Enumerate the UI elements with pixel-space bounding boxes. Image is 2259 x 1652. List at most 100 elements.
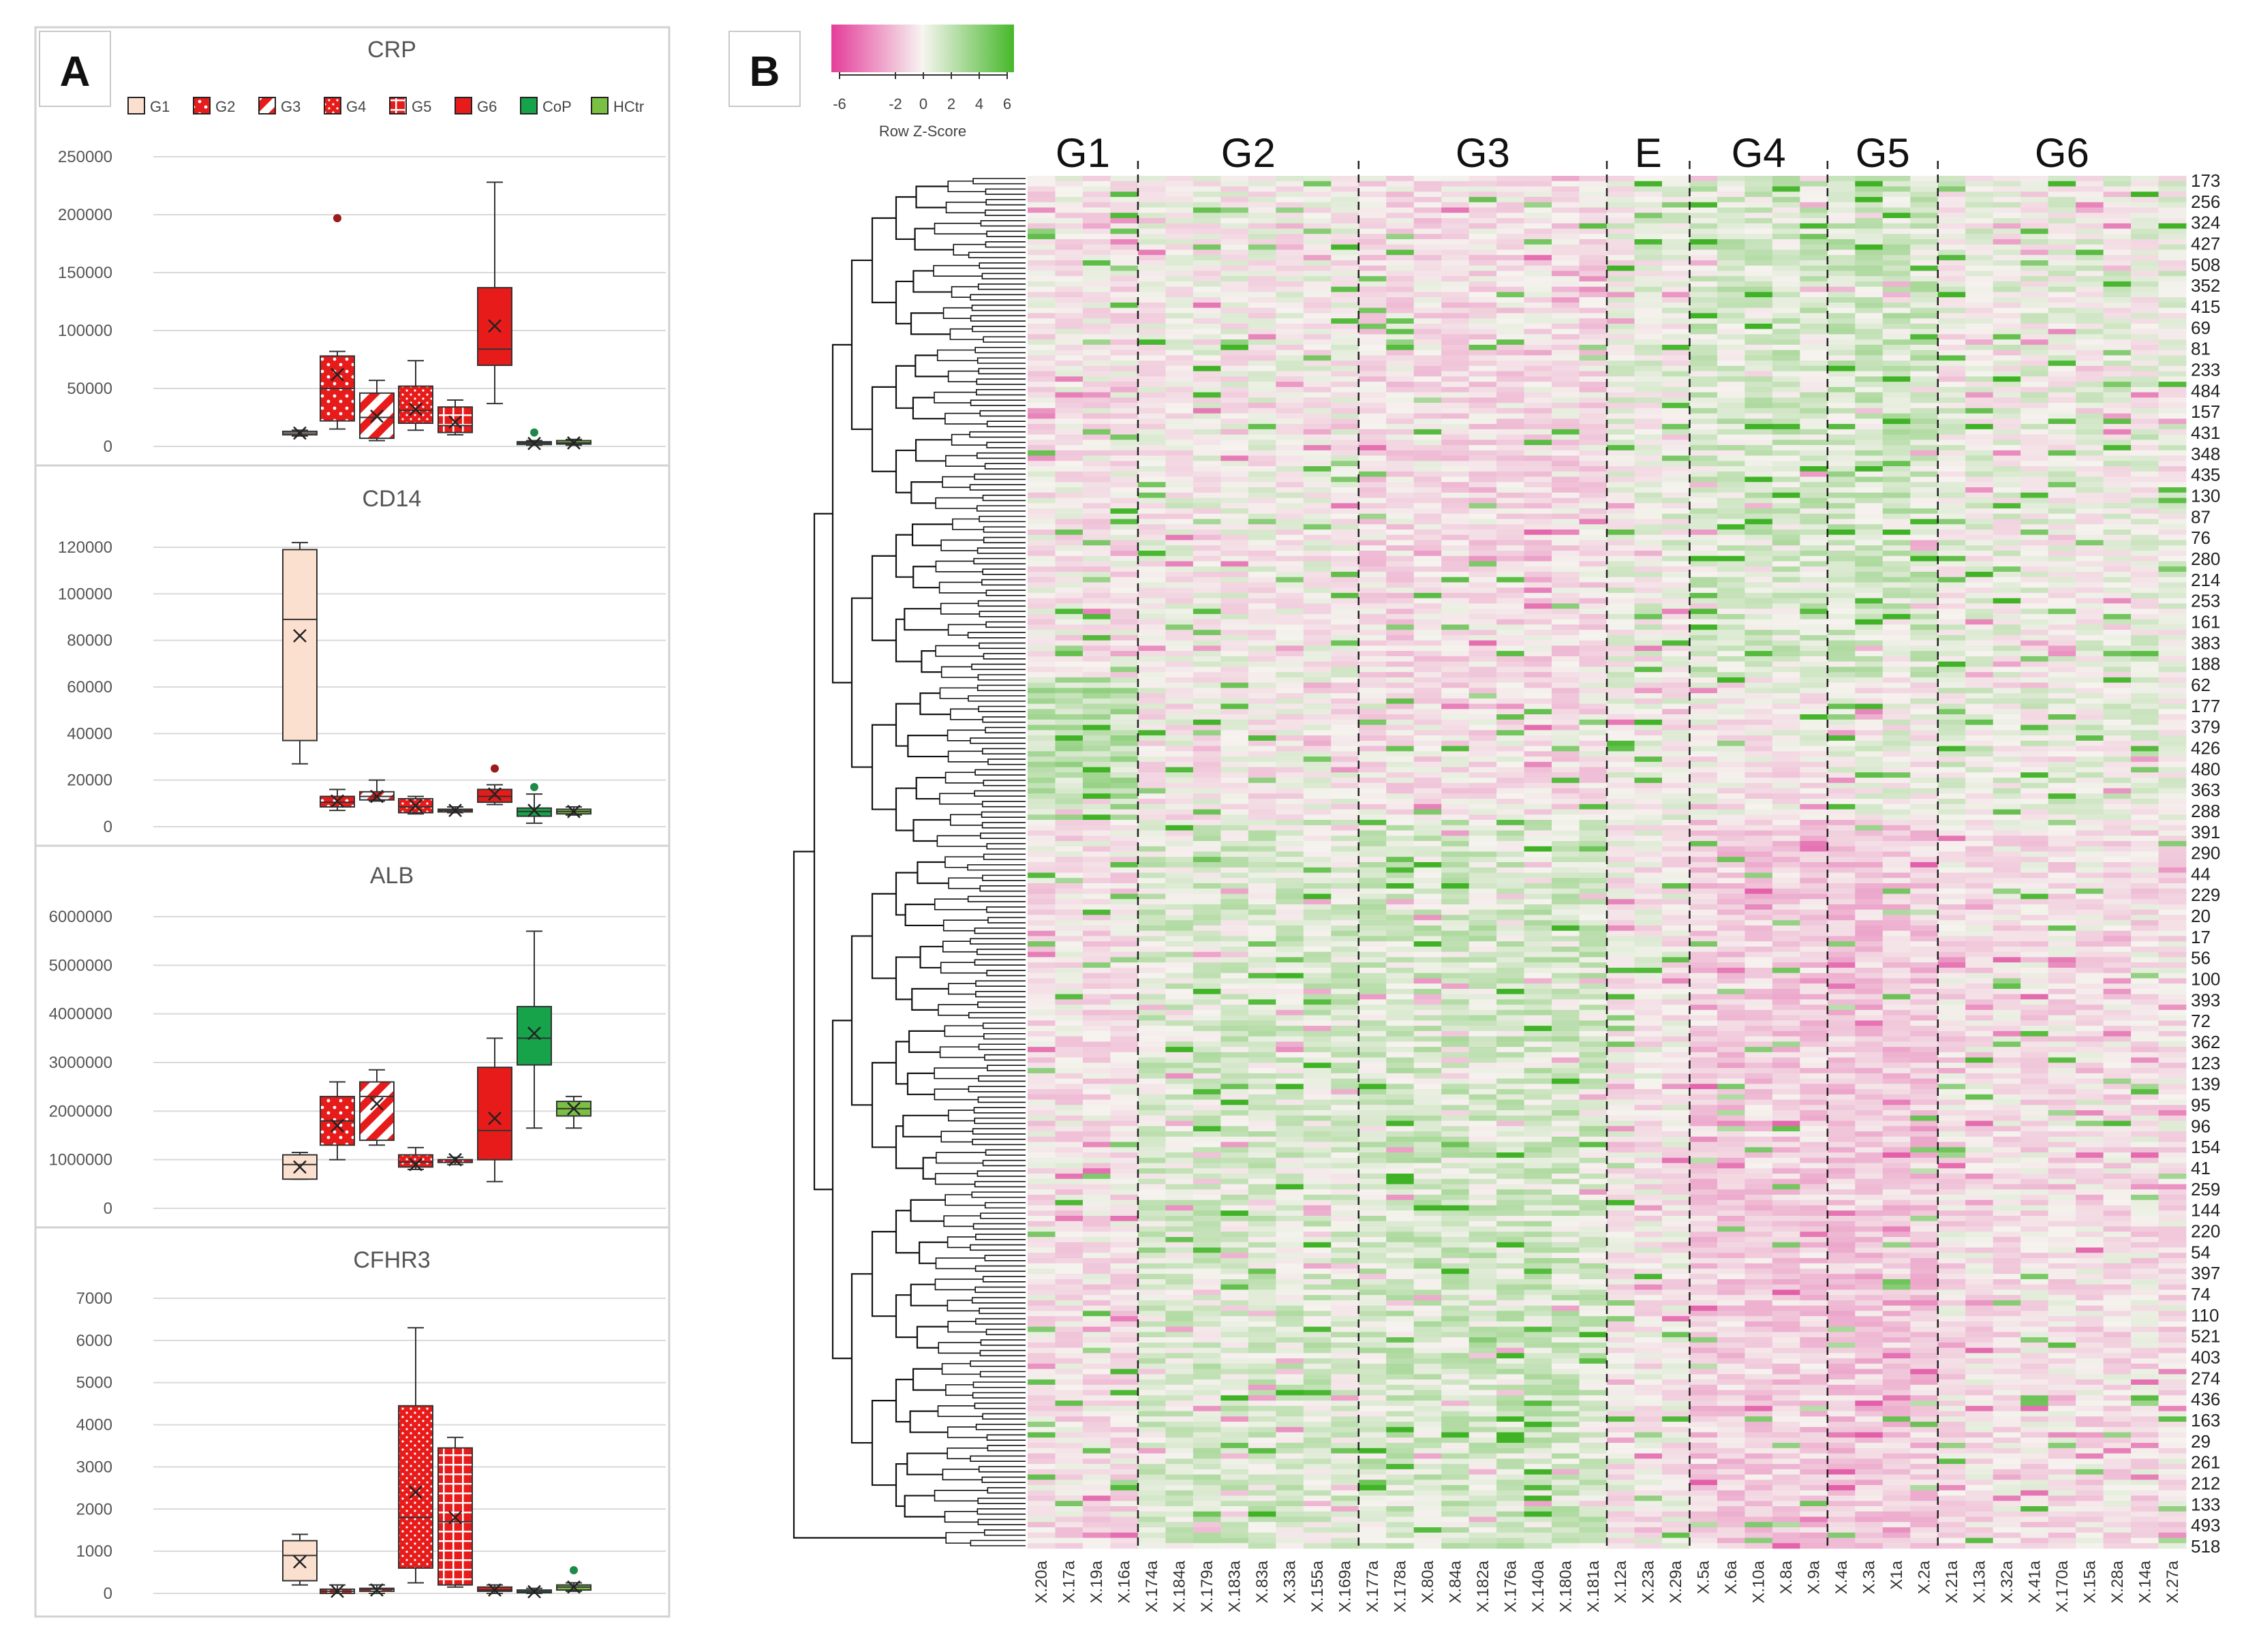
heatmap-cell [1358, 461, 1387, 467]
heatmap-cell [1745, 397, 1773, 403]
heatmap-cell [1496, 645, 1524, 652]
heatmap-cell [1248, 656, 1276, 662]
dendrogram-branch [980, 220, 1026, 227]
heatmap-cell [1745, 582, 1773, 588]
heatmap-cell [1137, 672, 1166, 678]
heatmap-cell [1965, 276, 1994, 282]
heatmap-cell [2131, 645, 2159, 652]
heatmap-cell [1276, 492, 1304, 498]
heatmap-cell [1717, 709, 1745, 715]
heatmap-cell [2048, 703, 2076, 709]
heatmap-cell [1800, 376, 1828, 382]
heatmap-cell [2048, 688, 2076, 694]
heatmap-cell [2048, 181, 2076, 187]
heatmap-cell [1358, 519, 1387, 525]
heatmap-cell [1607, 566, 1635, 572]
dendrogram-branch [895, 196, 917, 241]
dendrogram-branch [922, 1157, 936, 1180]
heatmap-cell [1800, 424, 1828, 430]
heatmap-cell [1248, 276, 1276, 282]
heatmap-cell [1469, 318, 1497, 324]
heatmap-cell [1165, 228, 1194, 234]
heatmap-cell [1413, 471, 1442, 477]
heatmap-cell [1220, 498, 1249, 504]
heatmap-cell [2131, 498, 2159, 504]
heatmap-cell [1717, 682, 1745, 688]
heatmap-cell [1055, 709, 1084, 715]
heatmap-cell [1028, 276, 1056, 282]
heatmap-cell [1965, 682, 1994, 688]
heatmap-cell [1882, 471, 1911, 477]
heatmap-cell [1276, 239, 1304, 245]
dendrogram-branch [977, 283, 1026, 290]
heatmap-cell [1552, 672, 1580, 678]
heatmap-cell [1358, 698, 1387, 705]
heatmap-cell [1717, 355, 1745, 361]
heatmap-cell [1055, 386, 1084, 393]
heatmap-cell [1745, 587, 1773, 594]
heatmap-cell [2158, 471, 2187, 477]
group-legend: G1 G2 G3 G4 G5 G6 CoP HCtr [127, 97, 644, 115]
heatmap-cell [1717, 307, 1745, 313]
heatmap-cell [1276, 328, 1304, 335]
heatmap-cell [1276, 724, 1304, 731]
heatmap-cell [1496, 508, 1524, 515]
heatmap-cell [1441, 339, 1470, 346]
heatmap-cell [1413, 455, 1442, 461]
heatmap-cell [2020, 672, 2049, 678]
heatmap-cell [1303, 202, 1332, 208]
heatmap-cell [1579, 186, 1608, 192]
heatmap-cell [1137, 656, 1166, 662]
heatmap-cell [1165, 561, 1194, 567]
heatmap-cell [1496, 714, 1524, 720]
heatmap-cell [2131, 244, 2159, 250]
heatmap-cell [1745, 334, 1773, 340]
heatmap-cell [1165, 286, 1194, 292]
heatmap-cell [1579, 424, 1608, 430]
heatmap-cell [1745, 619, 1773, 625]
heatmap-cell [1965, 323, 1994, 330]
heatmap-cell [1386, 598, 1415, 604]
heatmap-cell [1993, 403, 2021, 409]
heatmap-cell [1055, 213, 1084, 219]
heatmap-cell [1552, 455, 1580, 461]
heatmap-cell [1689, 424, 1718, 430]
heatmap-cell [1524, 482, 1552, 488]
dendrogram-branch [907, 734, 949, 758]
heatmap-cell [2103, 350, 2132, 356]
heatmap-cell [1496, 482, 1524, 488]
heatmap-cell [1496, 677, 1524, 684]
heatmap-cell [1413, 640, 1442, 646]
heatmap-cell [1993, 213, 2021, 219]
dendrogram-branch [915, 439, 952, 462]
heatmap-cell [1193, 292, 1221, 298]
heatmap-cell [1772, 217, 1800, 224]
heatmap-cell [1607, 239, 1635, 245]
heatmap-cell [1055, 260, 1084, 266]
heatmap-cell [2131, 634, 2159, 641]
heatmap-cell [1552, 466, 1580, 472]
heatmap-cell [2020, 703, 2049, 709]
heatmap-cell [1441, 598, 1470, 604]
heatmap-cell [1910, 609, 1939, 615]
dendrogram-branch [987, 759, 1026, 765]
heatmap-cell [1137, 202, 1166, 208]
heatmap-cell [1524, 276, 1552, 282]
heatmap-cell [1137, 693, 1166, 699]
heatmap-cell [1634, 413, 1663, 419]
heatmap-cell [1055, 318, 1084, 324]
heatmap-cell [1910, 651, 1939, 657]
heatmap-cell [2076, 292, 2104, 298]
heatmap-cell [1276, 466, 1304, 472]
heatmap-cell [1303, 582, 1332, 588]
heatmap-cell [2158, 186, 2187, 192]
heatmap-cell [1910, 292, 1939, 298]
heatmap-cell [1055, 344, 1084, 351]
mean-marker [448, 415, 462, 429]
heatmap-cell [2076, 397, 2104, 403]
heatmap-cell [1137, 724, 1166, 731]
heatmap-cell [1689, 328, 1718, 335]
heatmap-cell [1855, 196, 1884, 203]
heatmap-cell [1745, 693, 1773, 699]
heatmap-cell [1855, 292, 1884, 298]
